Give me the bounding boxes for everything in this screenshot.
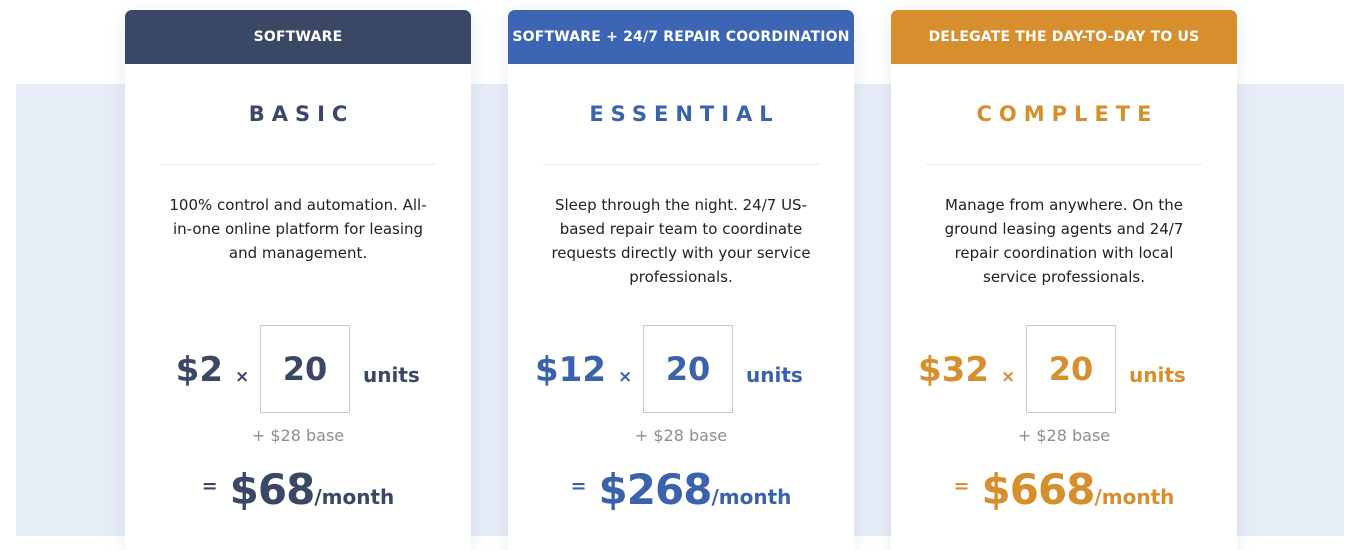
plan-card-complete: DELEGATE THE DAY-TO-DAY TO US COMPLETE M… <box>891 10 1237 550</box>
unit-price: $32 <box>918 350 989 390</box>
units-input[interactable]: 20 <box>643 325 733 413</box>
plan-header: SOFTWARE <box>125 10 471 64</box>
base-fee: + $28 base <box>1017 426 1111 445</box>
base-fee: + $28 base <box>634 426 728 445</box>
monthly-total: = $68/month <box>125 465 471 514</box>
units-input[interactable]: 20 <box>260 325 350 413</box>
plan-header: DELEGATE THE DAY-TO-DAY TO US <box>891 10 1237 64</box>
plan-name: ESSENTIAL <box>589 102 780 126</box>
units-label: units <box>363 363 420 387</box>
price-calculator: $12 × 20 units <box>508 325 854 415</box>
divider <box>160 164 436 165</box>
total-amount: $268 <box>598 465 713 514</box>
monthly-total: = $268/month <box>508 465 854 514</box>
price-calculator: $2 × 20 units <box>125 325 471 415</box>
plan-card-basic: SOFTWARE BASIC 100% control and automati… <box>125 10 471 550</box>
multiply-icon: × <box>618 367 633 387</box>
units-label: units <box>1129 363 1186 387</box>
plan-header: SOFTWARE + 24/7 REPAIR COORDINATION <box>508 10 854 64</box>
plan-name: BASIC <box>248 102 355 126</box>
units-label: units <box>746 363 803 387</box>
equals-sign: = <box>953 475 970 497</box>
plan-description: Sleep through the night. 24/7 US-based r… <box>551 196 811 286</box>
plan-card-essential: SOFTWARE + 24/7 REPAIR COORDINATION ESSE… <box>508 10 854 550</box>
plan-description: 100% control and automation. All-in-one … <box>169 196 427 262</box>
plan-description: Manage from anywhere. On the ground leas… <box>944 196 1184 286</box>
unit-price: $2 <box>175 350 223 390</box>
divider <box>926 164 1202 165</box>
monthly-total: = $668/month <box>891 465 1237 514</box>
equals-sign: = <box>201 475 218 497</box>
divider <box>543 164 819 165</box>
total-amount: $68 <box>229 465 316 514</box>
per-month-label: /month <box>1094 485 1175 509</box>
per-month-label: /month <box>314 485 395 509</box>
plan-name: COMPLETE <box>976 102 1159 126</box>
multiply-icon: × <box>235 367 250 387</box>
multiply-icon: × <box>1001 367 1016 387</box>
unit-price: $12 <box>535 350 606 390</box>
per-month-label: /month <box>711 485 792 509</box>
equals-sign: = <box>570 475 587 497</box>
base-fee: + $28 base <box>251 426 345 445</box>
price-calculator: $32 × 20 units <box>891 325 1237 415</box>
units-input[interactable]: 20 <box>1026 325 1116 413</box>
total-amount: $668 <box>981 465 1096 514</box>
